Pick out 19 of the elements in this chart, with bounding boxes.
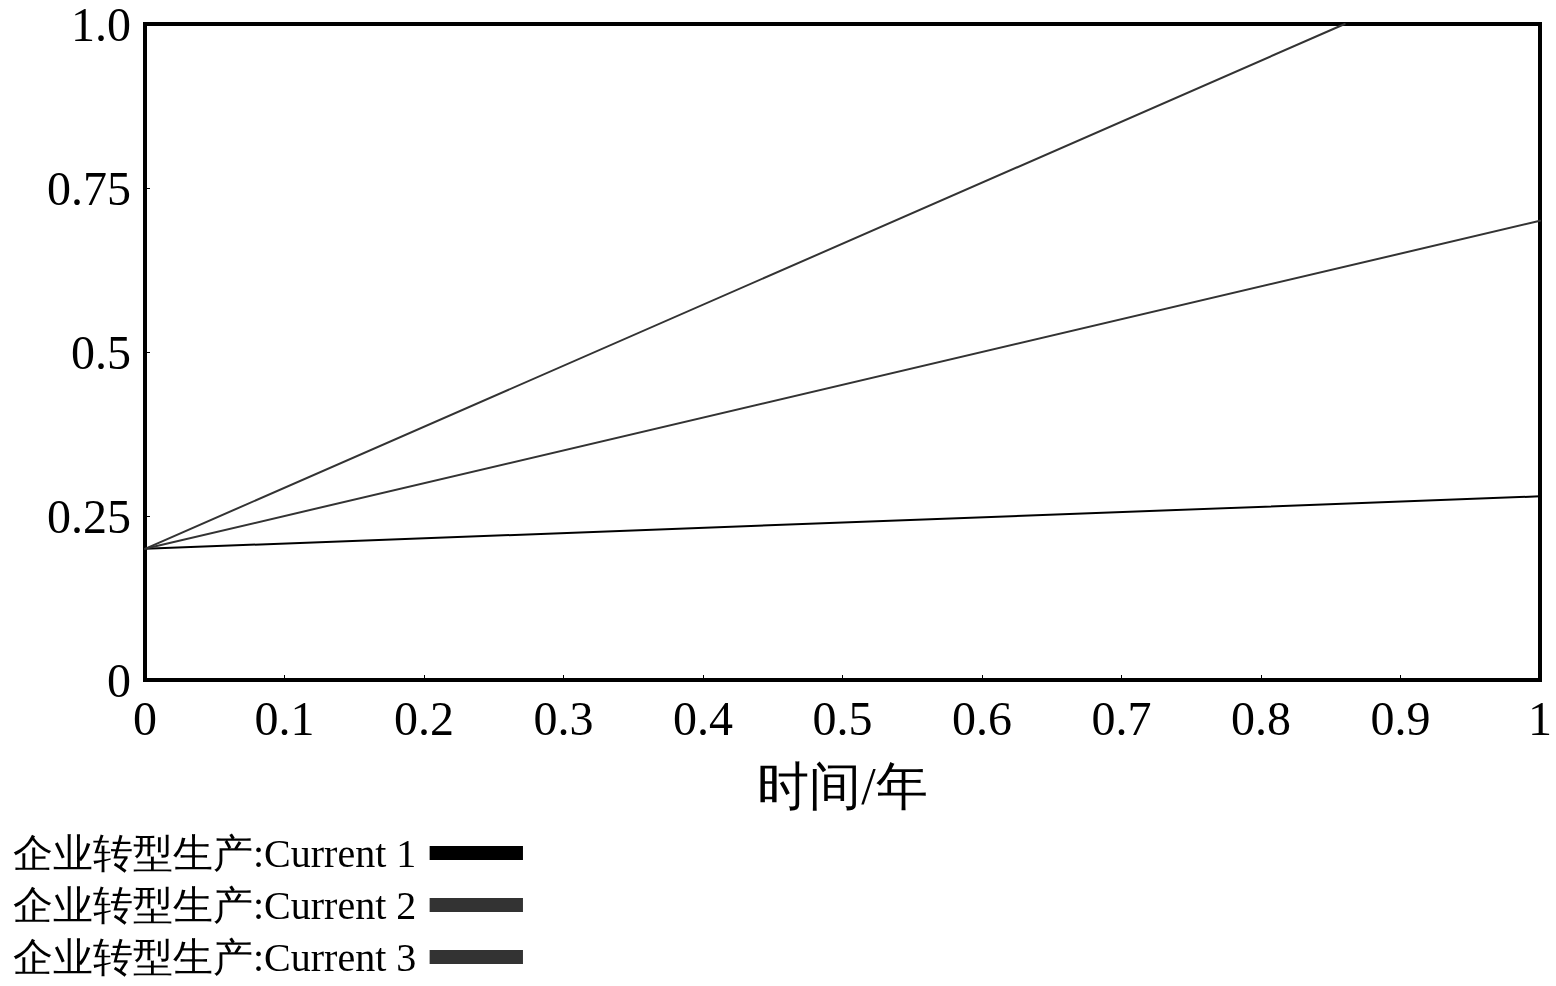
x-tick-label: 1 [1528,691,1552,745]
x-tick-label: 0.8 [1231,691,1291,745]
y-tick-label: 0.75 [47,161,131,215]
x-axis-title: 时间/年 [757,757,928,815]
x-tick-label: 0.6 [952,691,1012,745]
x-tick-label: 0.9 [1370,691,1431,745]
legend-label: 企业转型生产:Current 1 [12,830,417,876]
x-tick-label: 0.5 [812,691,873,745]
y-tick-label: 1.0 [71,0,131,51]
x-tick-label: 0.1 [254,691,315,745]
legend-label: 企业转型生产:Current 3 [12,934,417,980]
x-tick-label: 0.4 [673,691,733,745]
legend-label: 企业转型生产:Current 2 [12,882,417,928]
x-tick-label: 0.7 [1091,691,1152,745]
y-tick-label: 0 [107,653,131,707]
y-tick-label: 0.25 [47,489,131,543]
x-tick-label: 0.2 [394,691,454,745]
y-tick-label: 0.5 [71,325,131,379]
x-tick-label: 0.3 [533,691,594,745]
